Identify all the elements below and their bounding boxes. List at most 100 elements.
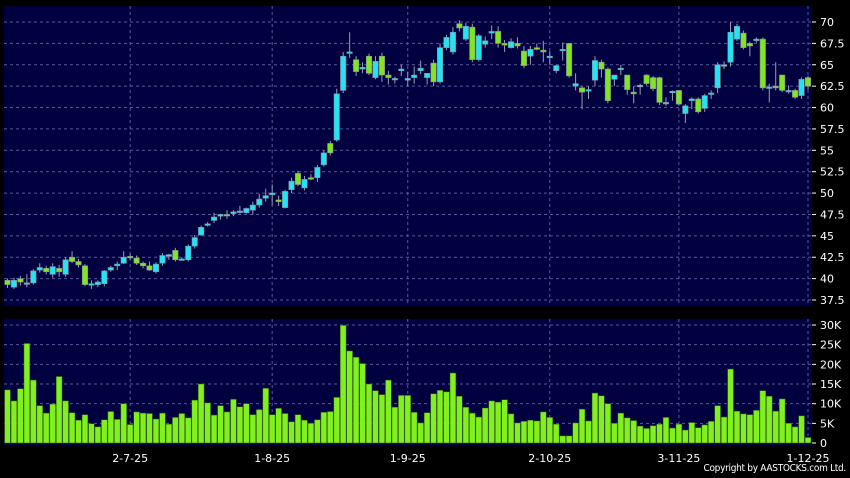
date-tick-label: 3-11-25 [657, 452, 700, 465]
candle-up [333, 93, 340, 141]
volume-bar [185, 417, 192, 444]
volume-tick-label: 5K [820, 417, 835, 430]
volume-bar [307, 423, 315, 444]
price-tick-label: 52.5 [820, 166, 845, 179]
candle-down [223, 214, 230, 217]
volume-bar [385, 379, 392, 444]
volume-bar [469, 412, 476, 444]
volume-bar [411, 412, 418, 444]
candle-up [152, 263, 159, 273]
volume-bar [591, 392, 599, 444]
candle-down [495, 31, 502, 44]
candle-up [798, 79, 805, 96]
candle-up [165, 254, 172, 257]
volume-bar [565, 435, 573, 444]
candle-down [721, 64, 728, 67]
candle-up [217, 214, 224, 217]
volume-bar [146, 413, 153, 444]
volume-bar [682, 429, 689, 444]
volume-bar [611, 423, 618, 444]
candle-down [759, 38, 766, 89]
candle-up [88, 283, 95, 286]
volume-bar [346, 350, 353, 444]
volume-bar [101, 419, 108, 444]
price-tick-label: 47.5 [820, 208, 845, 221]
volume-bar [30, 379, 37, 444]
volume-bar [785, 423, 792, 444]
volume-bar [604, 403, 612, 444]
candle-up [236, 210, 243, 213]
candle-up [101, 270, 108, 285]
volume-bar [727, 368, 734, 444]
candle-down [624, 74, 631, 90]
candle-down [295, 173, 302, 185]
volume-tick-label: 25K [820, 339, 842, 352]
candle-up [301, 179, 308, 189]
volume-bar [327, 411, 334, 444]
volume-bar [759, 390, 766, 444]
candle-up [107, 267, 114, 271]
volume-bar [740, 413, 747, 444]
volume-bar [114, 419, 121, 444]
candle-down [353, 59, 360, 72]
volume-bar [766, 395, 773, 444]
volume-bar [178, 413, 185, 444]
candle-down [140, 262, 147, 267]
candle-up [785, 90, 792, 93]
volume-bar [236, 406, 244, 444]
volume-bar [669, 427, 676, 444]
volume-bar [281, 413, 289, 444]
volume-bar [55, 376, 63, 444]
price-tick-label: 70 [820, 16, 834, 29]
volume-bar [598, 395, 605, 444]
volume-bar [733, 410, 741, 444]
candle-down [430, 62, 437, 83]
candle-up [320, 152, 327, 166]
candle-down [520, 50, 527, 66]
volume-bar [230, 399, 237, 444]
volume-bar [688, 422, 695, 444]
volume-bar [165, 423, 173, 444]
candle-up [662, 102, 669, 105]
candle-up [637, 84, 644, 88]
candle-up [314, 167, 321, 178]
volume-bar [75, 419, 82, 444]
volume-bar [4, 389, 11, 444]
candle-up [230, 211, 237, 214]
volume-tick-label: 0 [820, 437, 827, 450]
volume-tick-label: 30K [820, 319, 842, 332]
candle-up [424, 73, 431, 78]
volume-bar [269, 414, 276, 444]
volume-bar [49, 403, 56, 444]
volume-bar [527, 419, 534, 444]
volume-bar [720, 416, 728, 444]
candle-down [604, 68, 611, 101]
candle-up [10, 280, 17, 288]
candles [4, 20, 811, 289]
volume-bar [701, 424, 708, 444]
candle-up [23, 282, 30, 285]
volume-bar [430, 393, 437, 444]
volume-bar [456, 395, 463, 444]
candle-up [198, 226, 205, 236]
volume-bars [4, 325, 812, 444]
volume-bar [249, 414, 256, 444]
grid [4, 6, 812, 445]
volume-bar [714, 405, 721, 444]
volume-bar [488, 400, 495, 444]
volume-bar [81, 414, 89, 444]
volume-bar [546, 417, 553, 444]
volume-bar [662, 417, 670, 444]
volume-bar [88, 423, 95, 444]
candle-down [533, 47, 540, 50]
price-tick-label: 55 [820, 144, 834, 157]
volume-bar [198, 383, 205, 444]
candle-up [211, 216, 218, 221]
candle-down [643, 74, 650, 84]
candle-up [249, 204, 256, 211]
volume-bar [288, 421, 295, 444]
date-tick-label: 1-9-25 [390, 452, 426, 465]
volume-bar [417, 422, 424, 444]
volume-bar [159, 412, 166, 444]
